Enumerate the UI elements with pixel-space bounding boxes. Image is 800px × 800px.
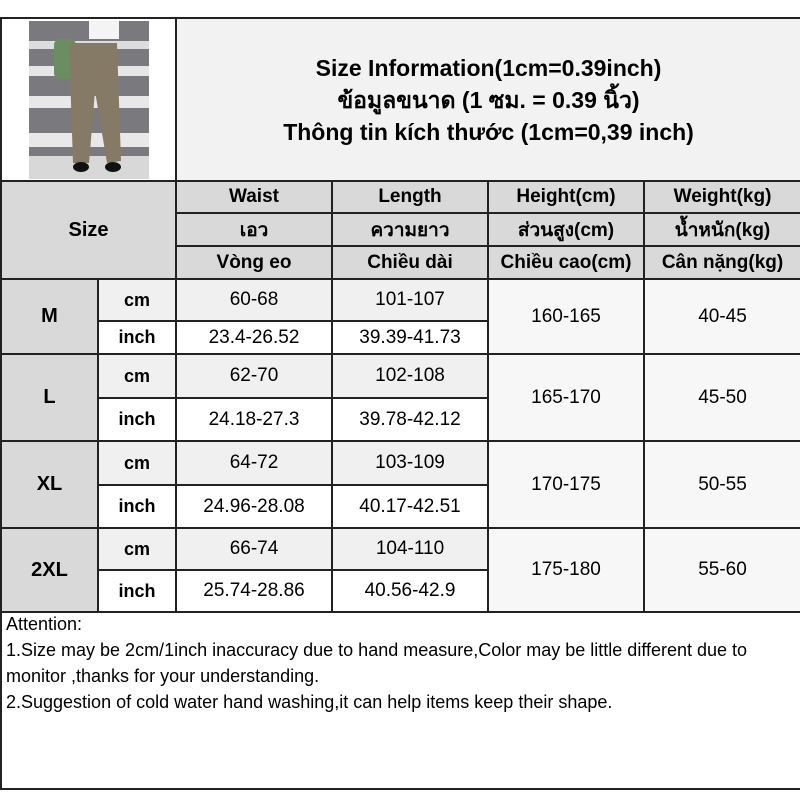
length-header-vietnamese: Chiều dài xyxy=(331,245,489,280)
waist-header-vietnamese: Vòng eo xyxy=(175,245,333,280)
weight-header: Weight(kg) xyxy=(642,180,800,214)
height-range: 160-165 xyxy=(487,278,645,355)
weight-header-vietnamese: Cân nặng(kg) xyxy=(642,245,800,280)
unit-inch: inch xyxy=(97,484,177,529)
unit-inch: inch xyxy=(97,569,177,613)
height-header-thai: ส่วนสูง(cm) xyxy=(487,212,645,247)
waist-inch: 24.96-28.08 xyxy=(175,484,333,529)
title-thai: ข้อมูลขนาด (1 ซม. = 0.39 นิ้ว) xyxy=(337,87,640,113)
notes-heading: Attention: xyxy=(6,614,83,634)
weight-range: 55-60 xyxy=(642,527,800,613)
unit-inch: inch xyxy=(97,397,177,442)
size-label: M xyxy=(0,278,99,355)
length-header-thai: ความยาว xyxy=(331,212,489,247)
waist-cm: 62-70 xyxy=(175,353,333,399)
length-cm: 104-110 xyxy=(331,527,489,571)
product-photo-image xyxy=(28,20,149,179)
waist-inch: 25.74-28.86 xyxy=(175,569,333,613)
weight-header-thai: น้ำหนัก(kg) xyxy=(642,212,800,247)
size-info-title: Size Information(1cm=0.39inch) ข้อมูลขนา… xyxy=(174,17,800,182)
weight-range: 40-45 xyxy=(642,278,800,355)
waist-header-thai: เอว xyxy=(175,212,333,247)
size-label: XL xyxy=(0,440,99,529)
title-vietnamese: Thông tin kích thước (1cm=0,39 inch) xyxy=(283,119,694,145)
note-line-1: 1.Size may be 2cm/1inch inaccuracy due t… xyxy=(6,640,753,686)
size-header: Size xyxy=(0,180,177,280)
waist-header: Waist xyxy=(175,180,333,214)
length-inch: 39.78-42.12 xyxy=(331,397,489,442)
length-inch: 39.39-41.73 xyxy=(331,320,489,355)
unit-cm: cm xyxy=(97,440,177,486)
title-english: Size Information(1cm=0.39inch) xyxy=(315,55,662,81)
height-range: 170-175 xyxy=(487,440,645,529)
height-header: Height(cm) xyxy=(487,180,645,214)
waist-cm: 60-68 xyxy=(175,278,333,322)
size-label: 2XL xyxy=(0,527,99,613)
length-header: Length xyxy=(331,180,489,214)
weight-range: 45-50 xyxy=(642,353,800,442)
height-range: 165-170 xyxy=(487,353,645,442)
length-inch: 40.56-42.9 xyxy=(331,569,489,613)
unit-cm: cm xyxy=(97,353,177,399)
waist-inch: 23.4-26.52 xyxy=(175,320,333,355)
size-label: L xyxy=(0,353,99,442)
length-cm: 103-109 xyxy=(331,440,489,486)
product-photo xyxy=(0,17,177,182)
unit-cm: cm xyxy=(97,278,177,322)
size-chart-table: Size Information(1cm=0.39inch) ข้อมูลขนา… xyxy=(0,17,800,613)
length-cm: 101-107 xyxy=(331,278,489,322)
height-range: 175-180 xyxy=(487,527,645,613)
unit-inch: inch xyxy=(97,320,177,355)
height-header-vietnamese: Chiều cao(cm) xyxy=(487,245,645,280)
unit-cm: cm xyxy=(97,527,177,571)
waist-cm: 66-74 xyxy=(175,527,333,571)
attention-notes: Attention: 1.Size may be 2cm/1inch inacc… xyxy=(0,611,800,790)
length-inch: 40.17-42.51 xyxy=(331,484,489,529)
weight-range: 50-55 xyxy=(642,440,800,529)
waist-cm: 64-72 xyxy=(175,440,333,486)
note-line-2: 2.Suggestion of cold water hand washing,… xyxy=(6,692,613,712)
waist-inch: 24.18-27.3 xyxy=(175,397,333,442)
length-cm: 102-108 xyxy=(331,353,489,399)
